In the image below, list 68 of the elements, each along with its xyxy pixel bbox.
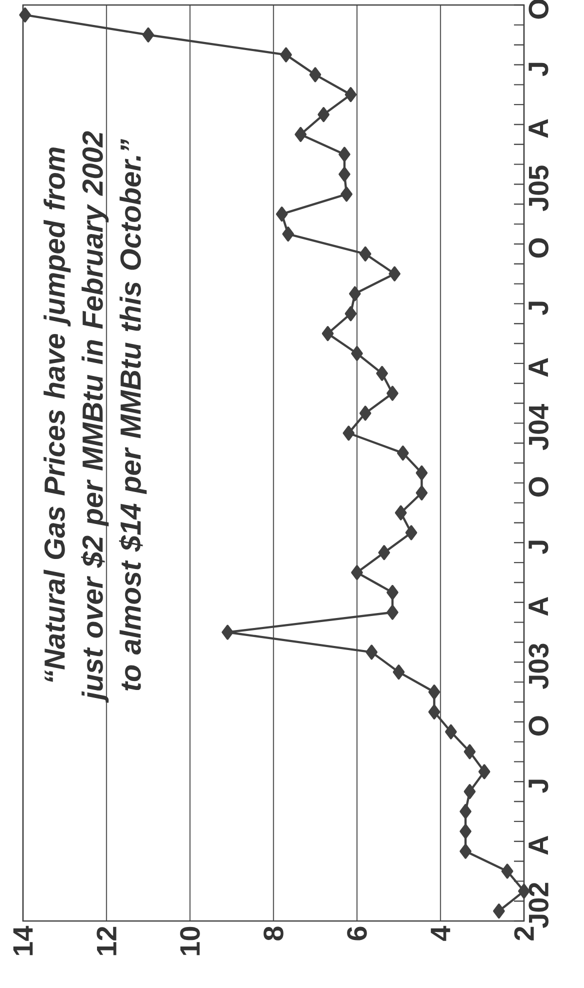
y-tick-label: J — [528, 62, 548, 76]
y-tick-label: J — [528, 302, 548, 316]
point — [276, 206, 288, 222]
x-tick-label: 12 — [96, 926, 116, 956]
point — [342, 426, 355, 441]
point — [282, 226, 294, 242]
point — [445, 724, 457, 740]
point — [338, 166, 350, 182]
point — [309, 67, 322, 82]
point — [460, 824, 472, 839]
point — [397, 446, 409, 461]
point — [428, 704, 440, 720]
point — [460, 844, 472, 859]
y-tick-label: J03 — [528, 644, 549, 690]
point — [478, 764, 490, 780]
y-tick-label: A — [528, 358, 548, 377]
point — [222, 624, 234, 640]
point — [376, 366, 388, 381]
x-tick-label: 14 — [13, 926, 33, 956]
point — [378, 545, 390, 560]
y-tick-label: J — [528, 780, 548, 793]
point — [392, 664, 405, 680]
annotation: “Natural Gas Prices have jumped from just over $2 per MMBtu in February 2002 to almost $14 per MMBtu this October.” — [44, 131, 147, 703]
x-tick-label: 2 — [514, 926, 534, 940]
point — [386, 584, 398, 600]
point — [416, 485, 428, 500]
point — [464, 744, 476, 760]
y-tick-label: J05 — [528, 166, 549, 212]
point — [394, 505, 407, 520]
point — [318, 107, 330, 122]
point — [142, 27, 154, 42]
point — [351, 565, 363, 580]
point — [386, 386, 398, 401]
y-tick-label: O — [528, 716, 549, 736]
y-tick-label: O — [528, 238, 549, 258]
point — [280, 47, 292, 62]
y-tick-label: A — [528, 836, 548, 855]
point — [344, 87, 357, 102]
y-tick-label: A — [528, 596, 548, 616]
point — [340, 186, 352, 202]
point — [359, 406, 372, 421]
x-tick-label: 10 — [180, 926, 200, 956]
point — [405, 525, 418, 540]
point — [338, 146, 350, 162]
point — [388, 266, 400, 282]
point — [493, 904, 505, 919]
y-tick-label: A — [528, 119, 548, 138]
x-tick-label: 8 — [264, 926, 284, 940]
x-tick-label: 4 — [430, 926, 450, 941]
point — [359, 246, 372, 262]
point — [351, 346, 363, 361]
point — [344, 306, 357, 322]
point — [294, 126, 307, 142]
point — [428, 684, 440, 700]
point — [416, 465, 428, 480]
point — [464, 784, 476, 800]
point — [19, 7, 31, 22]
y-tick-label: J04 — [528, 404, 549, 450]
y-tick-label: O — [528, 477, 549, 497]
point — [349, 286, 361, 302]
y-tick-label: J02 — [528, 882, 549, 928]
x-tick-label: 6 — [347, 926, 367, 940]
y-tick-label: J — [528, 540, 548, 554]
point — [460, 804, 472, 819]
point — [501, 864, 514, 879]
point — [366, 644, 378, 660]
point — [386, 604, 398, 620]
point — [322, 326, 334, 342]
